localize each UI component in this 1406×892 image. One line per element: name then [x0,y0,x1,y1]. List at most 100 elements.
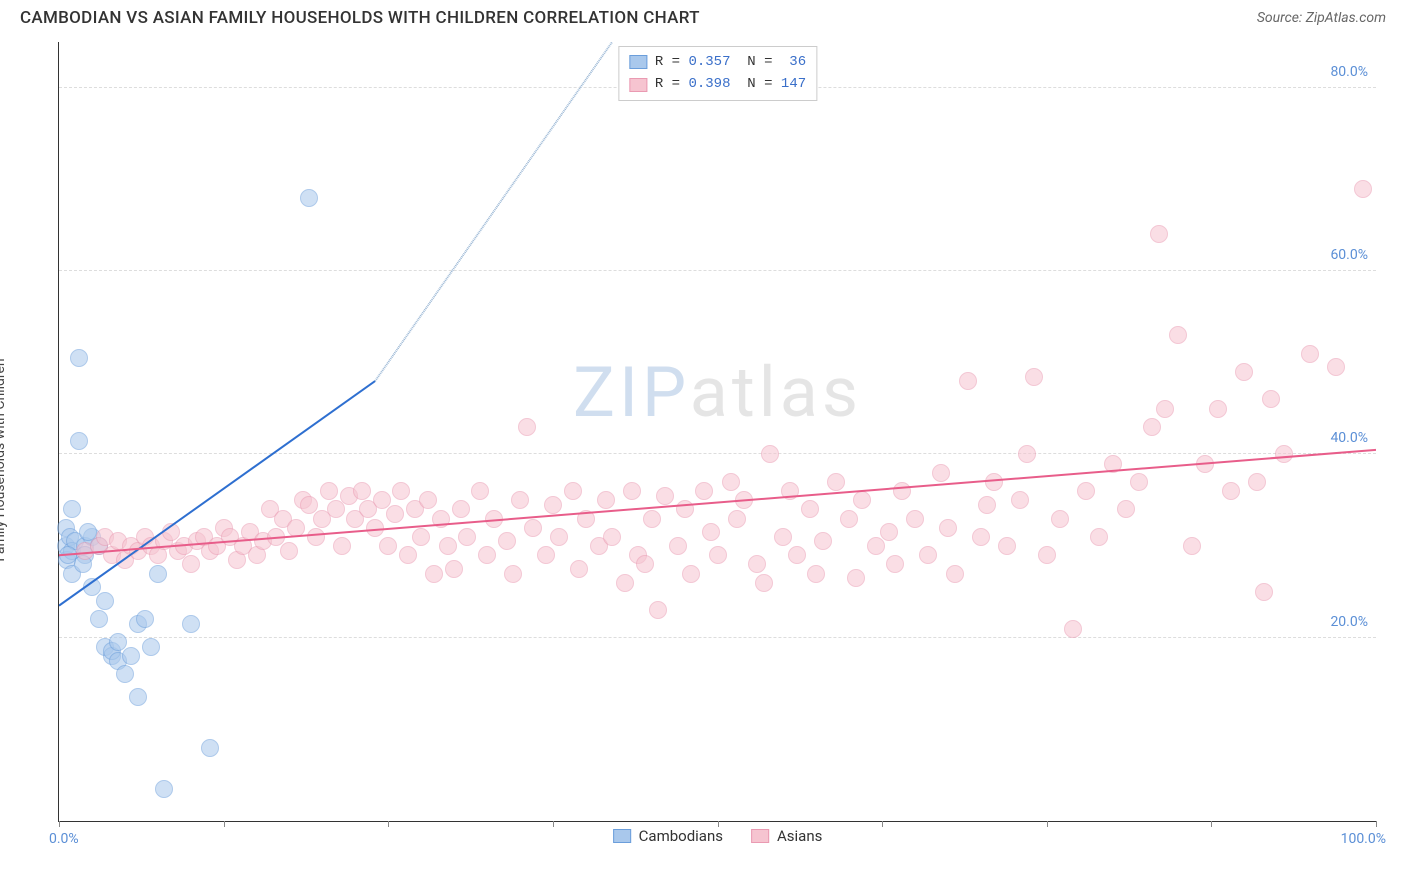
data-point [636,555,654,573]
data-point [504,565,522,583]
data-point [577,510,595,528]
data-point [616,574,634,592]
data-point [439,537,457,555]
y-tick-label: 60.0% [1330,247,1368,263]
gridline [59,637,1376,638]
source-label: Source: ZipAtlas.com [1257,10,1386,26]
data-point [182,615,200,633]
data-point [129,688,147,706]
data-point [623,482,641,500]
x-tick-100: 100.0% [1341,831,1386,847]
gridline [59,453,1376,454]
x-tick-0: 0.0% [49,831,79,847]
data-point [985,473,1003,491]
data-point [1018,445,1036,463]
x-tick [59,821,60,827]
chart-container: Family Households with Children ZIPatlas… [10,32,1386,872]
y-tick-label: 20.0% [1330,614,1368,630]
data-point [1117,500,1135,518]
data-point [155,780,173,798]
data-point [728,510,746,528]
data-point [300,189,318,207]
data-point [452,500,470,518]
data-point [695,482,713,500]
data-point [774,528,792,546]
data-point [518,418,536,436]
data-point [702,523,720,541]
data-point [735,491,753,509]
legend-label: Asians [777,827,822,845]
data-point [1255,583,1273,601]
data-point [498,532,516,550]
x-tick [224,821,225,827]
data-point [939,519,957,537]
y-tick-label: 40.0% [1330,430,1368,446]
data-point [1327,358,1345,376]
data-point [432,510,450,528]
data-point [70,349,88,367]
data-point [669,537,687,555]
data-point [709,546,727,564]
data-point [182,555,200,573]
data-point [392,482,410,500]
data-point [59,546,77,564]
data-point [801,500,819,518]
swatch-cambodians [629,55,647,69]
data-point [781,482,799,500]
data-point [807,565,825,583]
data-point [893,482,911,500]
data-point [116,665,134,683]
data-point [932,464,950,482]
data-point [280,542,298,560]
data-point [327,500,345,518]
data-point [978,496,996,514]
data-point [307,528,325,546]
data-point [1235,363,1253,381]
data-point [880,523,898,541]
legend-swatch-asians [751,829,769,843]
legend-item-cambodians: Cambodians [613,827,723,845]
data-point [485,510,503,528]
data-point [722,473,740,491]
data-point [1156,400,1174,418]
data-point [867,537,885,555]
data-point [998,537,1016,555]
data-point [1025,368,1043,386]
data-point [946,565,964,583]
data-point [1209,400,1227,418]
data-point [1222,482,1240,500]
data-point [603,528,621,546]
data-point [1077,482,1095,500]
data-point [136,610,154,628]
data-point [412,528,430,546]
data-point [853,491,871,509]
data-point [827,473,845,491]
data-point [445,560,463,578]
data-point [379,537,397,555]
data-point [366,519,384,537]
data-point [419,491,437,509]
data-point [1354,180,1372,198]
data-point [201,739,219,757]
data-point [537,546,555,564]
data-point [682,565,700,583]
data-point [149,565,167,583]
data-point [1301,345,1319,363]
data-point [320,482,338,500]
data-point [550,528,568,546]
data-point [96,592,114,610]
trend-lines [59,42,1376,821]
data-point [1275,445,1293,463]
stats-row-asians: R = 0.398 N = 147 [629,73,806,95]
plot-area: ZIPatlas R = 0.357 N = 36 R = 0.398 N = … [58,42,1376,822]
data-point [478,546,496,564]
data-point [972,528,990,546]
data-point [511,491,529,509]
x-tick [882,821,883,827]
watermark: ZIPatlas [573,352,862,434]
data-point [748,555,766,573]
data-point [919,546,937,564]
data-point [90,610,108,628]
data-point [122,647,140,665]
data-point [1143,418,1161,436]
